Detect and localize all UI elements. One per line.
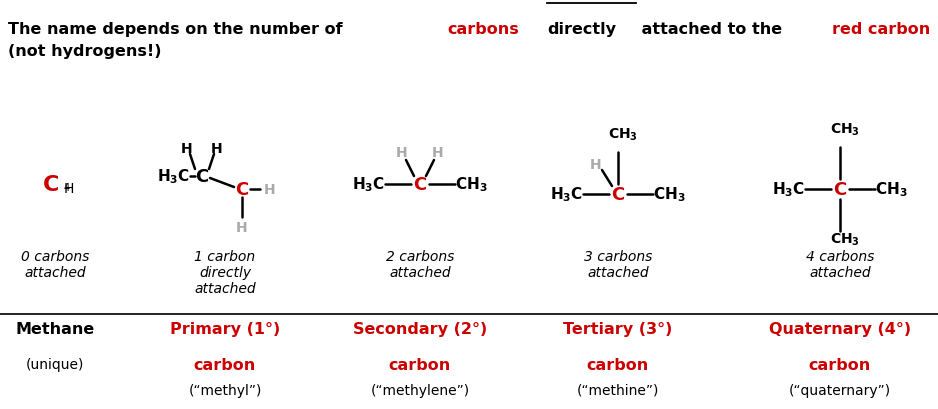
Text: H: H <box>211 142 223 155</box>
Text: H: H <box>396 146 408 160</box>
Text: (not hydrogens!): (not hydrogens!) <box>8 44 161 59</box>
Text: $\mathbf{CH_3}$: $\mathbf{CH_3}$ <box>455 175 488 194</box>
Text: carbon: carbon <box>194 357 256 372</box>
Text: carbon: carbon <box>389 357 451 372</box>
Text: 4: 4 <box>64 182 70 193</box>
Text: $\mathbf{H_3C}$: $\mathbf{H_3C}$ <box>352 175 385 194</box>
Text: 0 carbons
attached: 0 carbons attached <box>21 249 89 279</box>
Text: (“methylene”): (“methylene”) <box>371 383 470 397</box>
Text: (“methyl”): (“methyl”) <box>189 383 262 397</box>
Text: (“methine”): (“methine”) <box>577 383 659 397</box>
Text: C: C <box>195 168 208 186</box>
Text: Secondary (2°): Secondary (2°) <box>353 321 487 336</box>
Text: C: C <box>833 180 847 198</box>
Text: H: H <box>181 142 193 155</box>
Text: $\mathbf{H_3C}$: $\mathbf{H_3C}$ <box>157 167 190 186</box>
Text: Tertiary (3°): Tertiary (3°) <box>564 321 673 336</box>
Text: (“quaternary”): (“quaternary”) <box>789 383 891 397</box>
Text: C: C <box>414 175 427 193</box>
Text: directly: directly <box>547 22 616 37</box>
Text: H: H <box>236 220 248 234</box>
Text: C: C <box>612 186 625 204</box>
Text: carbons: carbons <box>447 22 519 37</box>
Text: 1 carbon
directly
attached: 1 carbon directly attached <box>194 249 256 296</box>
Text: $\mathbf{CH_3}$: $\mathbf{CH_3}$ <box>875 180 908 199</box>
Text: attached to the: attached to the <box>636 22 788 37</box>
Text: C: C <box>235 180 249 198</box>
Text: carbon: carbon <box>809 357 871 372</box>
Text: Primary (1°): Primary (1°) <box>170 321 280 336</box>
Text: $\mathbf{CH_3}$: $\mathbf{CH_3}$ <box>608 126 638 143</box>
Text: Methane: Methane <box>15 321 95 336</box>
Text: $\mathbf{CH_3}$: $\mathbf{CH_3}$ <box>830 121 860 138</box>
Text: $\mathbf{CH_3}$: $\mathbf{CH_3}$ <box>653 185 686 204</box>
Text: (unique): (unique) <box>26 357 84 371</box>
Text: The name depends on the number of: The name depends on the number of <box>8 22 348 37</box>
Text: H: H <box>432 146 444 160</box>
Text: C: C <box>43 175 59 195</box>
Text: $\mathbf{H_3C}$: $\mathbf{H_3C}$ <box>550 185 583 204</box>
Text: carbon: carbon <box>587 357 649 372</box>
Text: Quaternary (4°): Quaternary (4°) <box>769 321 911 336</box>
Text: H: H <box>64 182 74 196</box>
Text: 2 carbons
attached: 2 carbons attached <box>386 249 454 279</box>
Text: 4 carbons
attached: 4 carbons attached <box>806 249 874 279</box>
Text: red carbon: red carbon <box>832 22 930 37</box>
Text: $\mathbf{CH_3}$: $\mathbf{CH_3}$ <box>830 231 860 248</box>
Text: H: H <box>590 157 602 172</box>
Text: 3 carbons
attached: 3 carbons attached <box>583 249 652 279</box>
Text: $\mathbf{H_3C}$: $\mathbf{H_3C}$ <box>772 180 805 199</box>
Text: H: H <box>265 182 276 196</box>
